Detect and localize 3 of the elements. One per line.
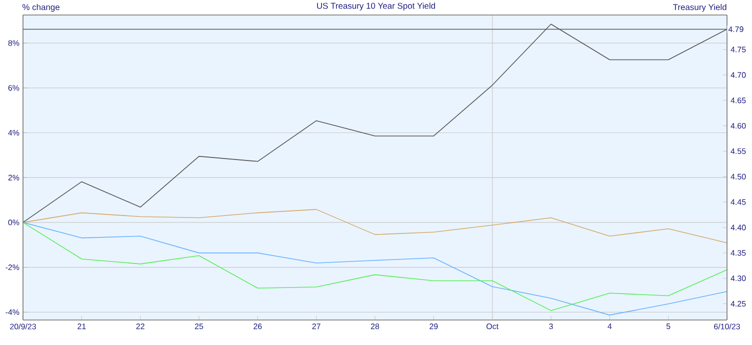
y-axis-title: % change [22, 4, 60, 12]
chart-title: US Treasury 10 Year Spot Yield [317, 2, 436, 10]
y2-axis-title: Treasury Yield [673, 4, 726, 12]
